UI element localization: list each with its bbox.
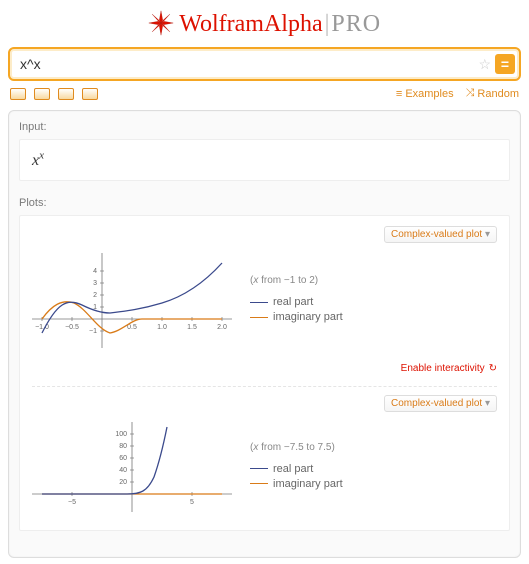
random-link[interactable]: ⤨ Random — [466, 87, 519, 100]
plot-1-meta: (x from −1 to 2) real part imaginary par… — [250, 275, 343, 326]
svg-text:5: 5 — [190, 499, 194, 506]
svg-text:40: 40 — [119, 467, 127, 474]
examples-link[interactable]: ≡ Examples — [396, 87, 454, 100]
toolbar: ≡ Examples ⤨ Random — [8, 81, 521, 110]
svg-text:2: 2 — [93, 292, 97, 299]
pod-title-plots: Plots: — [19, 195, 510, 215]
image-input-icon[interactable] — [34, 88, 50, 100]
plot-type-dropdown-2[interactable]: Complex-valued plot — [384, 395, 497, 412]
input-expression: xx — [32, 152, 44, 169]
plot-1: −1.0−0.50.51.01.52.0−11234 (x from −1 to… — [32, 247, 497, 356]
logo-text: WolframAlpha|PRO — [179, 11, 381, 38]
plot-type-dropdown[interactable]: Complex-valued plot — [384, 226, 497, 243]
plot-2: −5 5 20 40 60 80 100 (x from −7.5 to 7.5) real… — [32, 416, 497, 520]
enable-interactivity-link[interactable]: Enable interactivity ↻ — [401, 363, 497, 374]
svg-text:80: 80 — [119, 443, 127, 450]
svg-text:1.0: 1.0 — [157, 324, 167, 331]
svg-text:−1: −1 — [89, 328, 97, 335]
svg-text:0.5: 0.5 — [127, 324, 137, 331]
search-bar: ☆ = — [8, 47, 521, 81]
svg-text:3: 3 — [93, 280, 97, 287]
submit-button[interactable]: = — [495, 54, 515, 74]
svg-text:4: 4 — [93, 268, 97, 275]
svg-text:−5: −5 — [68, 499, 76, 506]
svg-text:1.5: 1.5 — [187, 324, 197, 331]
svg-text:100: 100 — [115, 431, 127, 438]
file-upload-icon[interactable] — [82, 88, 98, 100]
svg-text:−0.5: −0.5 — [65, 324, 79, 331]
svg-text:2.0: 2.0 — [217, 324, 227, 331]
refresh-icon: ↻ — [489, 363, 497, 374]
plot-2-meta: (x from −7.5 to 7.5) real part imaginary… — [250, 442, 343, 493]
shuffle-icon: ⤨ — [466, 87, 475, 100]
logo: WolframAlpha|PRO — [8, 6, 521, 47]
input-pod: Input: xx — [19, 119, 510, 181]
plots-pod: Plots: Complex-valued plot −1.0−0.50.51.… — [19, 195, 510, 531]
plots-pod-body: Complex-valued plot −1.0−0.50.51.01.52.0… — [19, 215, 510, 531]
svg-text:20: 20 — [119, 479, 127, 486]
keyboard-icon[interactable] — [10, 88, 26, 100]
legend-imag: imaginary part — [250, 311, 343, 323]
spikey-icon — [148, 10, 174, 39]
results-panel: Input: xx Plots: Complex-valued plot −1.… — [8, 110, 521, 558]
divider — [32, 386, 497, 387]
list-icon: ≡ — [396, 88, 402, 100]
pod-title-input: Input: — [19, 119, 510, 139]
svg-text:60: 60 — [119, 455, 127, 462]
data-input-icon[interactable] — [58, 88, 74, 100]
favorite-icon[interactable]: ☆ — [474, 56, 495, 73]
plot-2-chart: −5 5 20 40 60 80 100 — [32, 422, 232, 512]
format-icons — [10, 88, 98, 100]
plot-1-chart: −1.0−0.50.51.01.52.0−11234 — [32, 253, 232, 348]
legend-imag-2: imaginary part — [250, 478, 343, 490]
legend-real: real part — [250, 296, 343, 308]
query-input[interactable] — [14, 52, 474, 76]
input-pod-body: xx — [19, 139, 510, 181]
legend-real-2: real part — [250, 463, 343, 475]
